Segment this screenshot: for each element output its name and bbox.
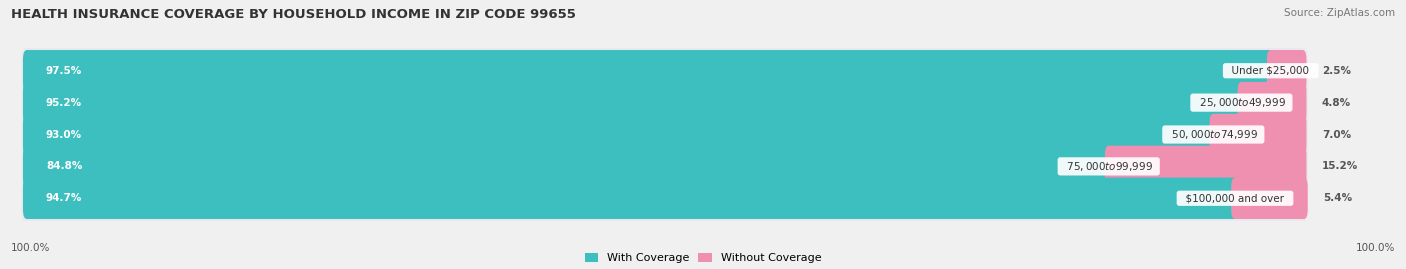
FancyBboxPatch shape <box>21 47 1308 95</box>
FancyBboxPatch shape <box>21 111 1308 158</box>
Text: $50,000 to $74,999: $50,000 to $74,999 <box>1164 128 1261 141</box>
Text: Under $25,000: Under $25,000 <box>1226 66 1316 76</box>
FancyBboxPatch shape <box>1232 178 1308 219</box>
Text: 94.7%: 94.7% <box>46 193 83 203</box>
FancyBboxPatch shape <box>22 114 1218 155</box>
Text: 100.0%: 100.0% <box>1355 243 1395 253</box>
FancyBboxPatch shape <box>1267 50 1306 91</box>
Text: $75,000 to $99,999: $75,000 to $99,999 <box>1060 160 1157 173</box>
FancyBboxPatch shape <box>22 146 1112 187</box>
Text: 2.5%: 2.5% <box>1322 66 1351 76</box>
FancyBboxPatch shape <box>22 50 1275 91</box>
Text: 5.4%: 5.4% <box>1323 193 1353 203</box>
FancyBboxPatch shape <box>1209 114 1306 155</box>
FancyBboxPatch shape <box>1237 82 1306 123</box>
FancyBboxPatch shape <box>21 79 1308 126</box>
Text: 93.0%: 93.0% <box>46 129 82 140</box>
Text: 84.8%: 84.8% <box>46 161 83 171</box>
FancyBboxPatch shape <box>21 143 1308 190</box>
Text: $25,000 to $49,999: $25,000 to $49,999 <box>1192 96 1289 109</box>
FancyBboxPatch shape <box>21 174 1308 222</box>
Text: $100,000 and over: $100,000 and over <box>1180 193 1291 203</box>
Text: 4.8%: 4.8% <box>1322 98 1351 108</box>
Text: 95.2%: 95.2% <box>46 98 82 108</box>
Text: 100.0%: 100.0% <box>11 243 51 253</box>
FancyBboxPatch shape <box>1105 146 1306 187</box>
Text: Source: ZipAtlas.com: Source: ZipAtlas.com <box>1284 8 1395 18</box>
Text: HEALTH INSURANCE COVERAGE BY HOUSEHOLD INCOME IN ZIP CODE 99655: HEALTH INSURANCE COVERAGE BY HOUSEHOLD I… <box>11 8 576 21</box>
FancyBboxPatch shape <box>22 178 1239 219</box>
Text: 15.2%: 15.2% <box>1322 161 1358 171</box>
FancyBboxPatch shape <box>22 82 1246 123</box>
Legend: With Coverage, Without Coverage: With Coverage, Without Coverage <box>585 253 821 263</box>
Text: 97.5%: 97.5% <box>46 66 82 76</box>
Text: 7.0%: 7.0% <box>1322 129 1351 140</box>
